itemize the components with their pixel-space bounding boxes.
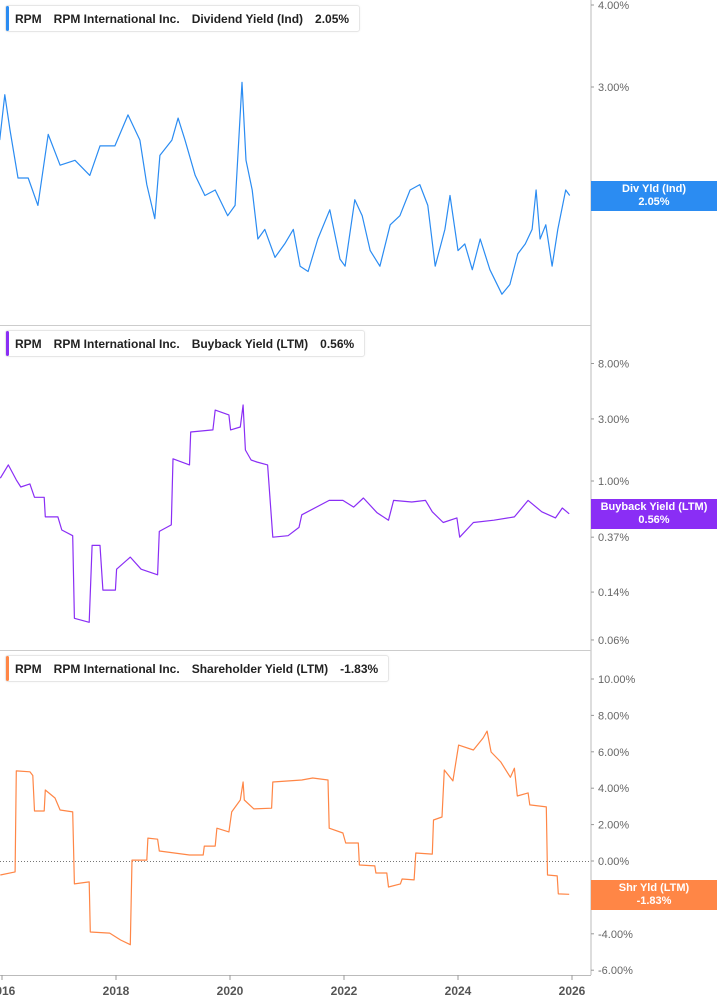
x-tick-label: 2024 (445, 984, 472, 998)
y-tick-label: -4.00% (598, 929, 633, 941)
y-tick-label: 4.00% (598, 0, 629, 12)
y-tick-label: 3.00% (598, 414, 629, 426)
y-tick-label: 8.00% (598, 359, 629, 371)
y-tick-label: -6.00% (598, 965, 633, 977)
legend-value: 0.56% (320, 336, 355, 351)
legend-buyback-yield: RPM RPM International Inc. Buyback Yield… (5, 330, 366, 357)
current-value-badge-shareholder: Shr Yld (LTM) -1.83% (591, 880, 717, 910)
x-tick-label: 2022 (331, 984, 358, 998)
dividend-yield-line (0, 81, 571, 295)
badge-value: 2.05% (638, 196, 670, 208)
legend-metric: Dividend Yield (Ind) (191, 11, 304, 26)
badge-value: -1.83% (636, 895, 672, 907)
legend-dividend-yield: RPM RPM International Inc. Dividend Yiel… (5, 5, 361, 32)
x-tick-label: 2018 (103, 984, 130, 998)
legend-shareholder-yield: RPM RPM International Inc. Shareholder Y… (5, 655, 390, 682)
y-tick-label: 8.00% (598, 710, 629, 722)
legend-color-bar (6, 331, 9, 356)
badge-label: Buyback Yield (LTM) (600, 501, 708, 513)
y-tick-label: 3.00% (598, 82, 629, 94)
legend-company: RPM International Inc. (53, 11, 180, 26)
legend-metric: Shareholder Yield (LTM) (191, 661, 329, 676)
legend-ticker: RPM (15, 336, 42, 351)
badge-label: Shr Yld (LTM) (618, 882, 690, 894)
y-tick-label: 4.00% (598, 783, 629, 795)
y-tick-label: 0.00% (598, 856, 629, 868)
buyback-yield-line (0, 404, 570, 623)
x-tick-label: 2016 (0, 984, 16, 998)
legend-company: RPM International Inc. (53, 661, 180, 676)
legend-ticker: RPM (15, 661, 42, 676)
legend-metric: Buyback Yield (LTM) (191, 336, 309, 351)
y-tick-label: 10.00% (598, 674, 636, 686)
legend-color-bar (6, 6, 9, 31)
y-tick-label: 1.00% (598, 476, 629, 488)
legend-ticker: RPM (15, 11, 42, 26)
y-tick-label: 6.00% (598, 747, 629, 759)
y-tick-label: 0.14% (598, 587, 629, 599)
legend-value: 2.05% (315, 11, 350, 26)
x-tick-label: 2026 (559, 984, 586, 998)
legend-color-bar (6, 656, 9, 681)
legend-company: RPM International Inc. (53, 336, 180, 351)
legend-value: -1.83% (340, 661, 379, 676)
badge-label: Div Yld (Ind) (622, 183, 686, 195)
badge-value: 0.56% (638, 514, 670, 526)
x-tick-label: 2020 (217, 984, 244, 998)
current-value-badge-buyback: Buyback Yield (LTM) 0.56% (591, 499, 717, 529)
y-tick-label: 0.37% (598, 532, 629, 544)
shareholder-yield-line (0, 730, 570, 946)
y-tick-label: 2.00% (598, 820, 629, 832)
y-tick-label: 0.06% (598, 635, 629, 647)
current-value-badge-dividend: Div Yld (Ind) 2.05% (591, 181, 717, 211)
